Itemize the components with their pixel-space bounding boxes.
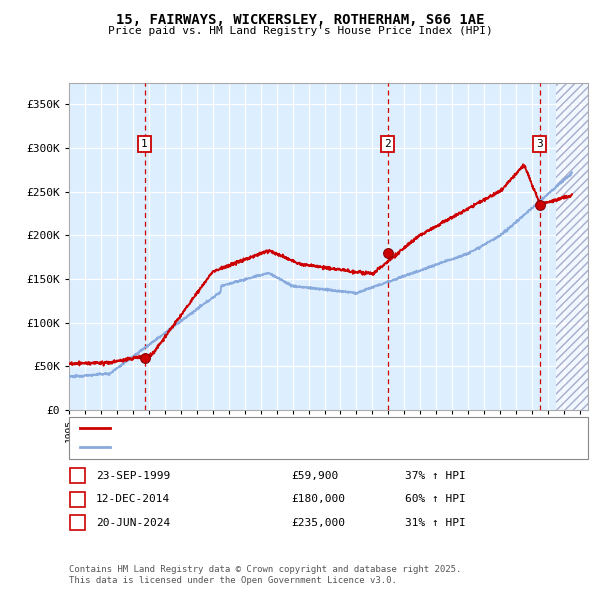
Bar	[556, 83, 588, 410]
Text: 3: 3	[74, 518, 81, 527]
Text: 2: 2	[74, 494, 81, 504]
Text: 60% ↑ HPI: 60% ↑ HPI	[405, 494, 466, 504]
Text: 1: 1	[74, 471, 81, 480]
Text: HPI: Average price, semi-detached house, Rotherham: HPI: Average price, semi-detached house,…	[116, 442, 410, 452]
Text: 15, FAIRWAYS, WICKERSLEY, ROTHERHAM, S66 1AE (semi-detached house): 15, FAIRWAYS, WICKERSLEY, ROTHERHAM, S66…	[116, 424, 503, 434]
Text: 20-JUN-2024: 20-JUN-2024	[96, 518, 170, 527]
Text: 23-SEP-1999: 23-SEP-1999	[96, 471, 170, 480]
Text: 31% ↑ HPI: 31% ↑ HPI	[405, 518, 466, 527]
Text: £180,000: £180,000	[291, 494, 345, 504]
Text: 2: 2	[384, 139, 391, 149]
Text: 12-DEC-2014: 12-DEC-2014	[96, 494, 170, 504]
Text: 3: 3	[536, 139, 543, 149]
Text: 37% ↑ HPI: 37% ↑ HPI	[405, 471, 466, 480]
Text: Contains HM Land Registry data © Crown copyright and database right 2025.
This d: Contains HM Land Registry data © Crown c…	[69, 565, 461, 585]
Text: Price paid vs. HM Land Registry's House Price Index (HPI): Price paid vs. HM Land Registry's House …	[107, 26, 493, 36]
Text: £59,900: £59,900	[291, 471, 338, 480]
Text: £235,000: £235,000	[291, 518, 345, 527]
Text: 15, FAIRWAYS, WICKERSLEY, ROTHERHAM, S66 1AE: 15, FAIRWAYS, WICKERSLEY, ROTHERHAM, S66…	[116, 13, 484, 27]
Text: 1: 1	[141, 139, 148, 149]
Bar	[556, 83, 588, 410]
